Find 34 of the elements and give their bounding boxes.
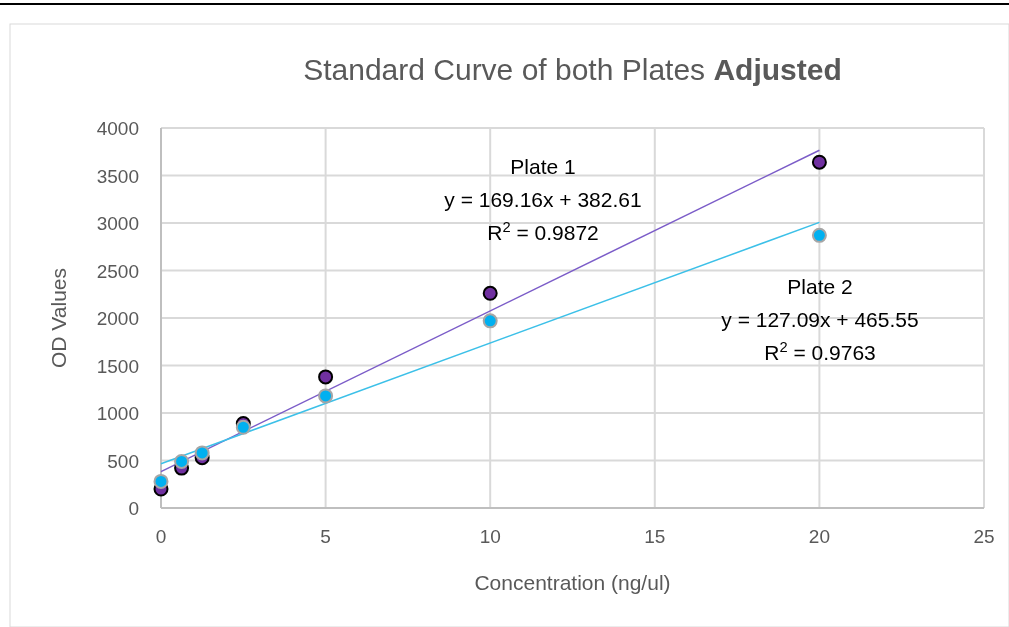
annotation: R$^{2}$ = 0.9872 <box>487 219 599 244</box>
annotation: y = 127.09x + 465.55 <box>721 308 919 331</box>
x-tick-label: 10 <box>479 526 501 547</box>
y-tick-label: 3500 <box>96 165 139 187</box>
chart-title: Standard Curve of both Plates Adjusted <box>303 53 842 86</box>
y-axis-title: OD Values <box>47 268 70 368</box>
point <box>174 453 190 469</box>
point <box>318 369 334 385</box>
y-tick-label: 2500 <box>96 260 139 282</box>
point <box>235 419 251 435</box>
y-tick-label: 1500 <box>96 355 139 377</box>
point <box>194 445 210 461</box>
point <box>482 313 498 329</box>
y-tick-label: 4000 <box>96 118 139 139</box>
point <box>153 473 169 489</box>
annotation: Plate 2 <box>787 275 853 298</box>
annotation: R$^{2}$ = 0.9763 <box>764 339 876 364</box>
annotation: Plate 1 <box>510 155 576 178</box>
x-tick-label: 25 <box>973 526 995 547</box>
x-axis-title: Concentration (ng/ul) <box>474 571 671 594</box>
x-tick-label: 5 <box>320 526 331 547</box>
x-tick-label: 15 <box>644 526 666 547</box>
y-tick-label: 500 <box>107 450 139 472</box>
y-tick-label: 2000 <box>96 308 139 329</box>
y-tick-label: 3000 <box>96 213 139 234</box>
point <box>811 154 827 170</box>
x-tick-label: 20 <box>808 526 830 547</box>
point <box>482 285 498 301</box>
y-tick-label: 1000 <box>96 403 139 424</box>
y-tick-label: 0 <box>128 498 139 519</box>
annotation: y = 169.16x + 382.61 <box>444 188 642 211</box>
x-tick-label: 0 <box>155 526 167 547</box>
point <box>318 388 334 404</box>
point <box>811 227 827 243</box>
